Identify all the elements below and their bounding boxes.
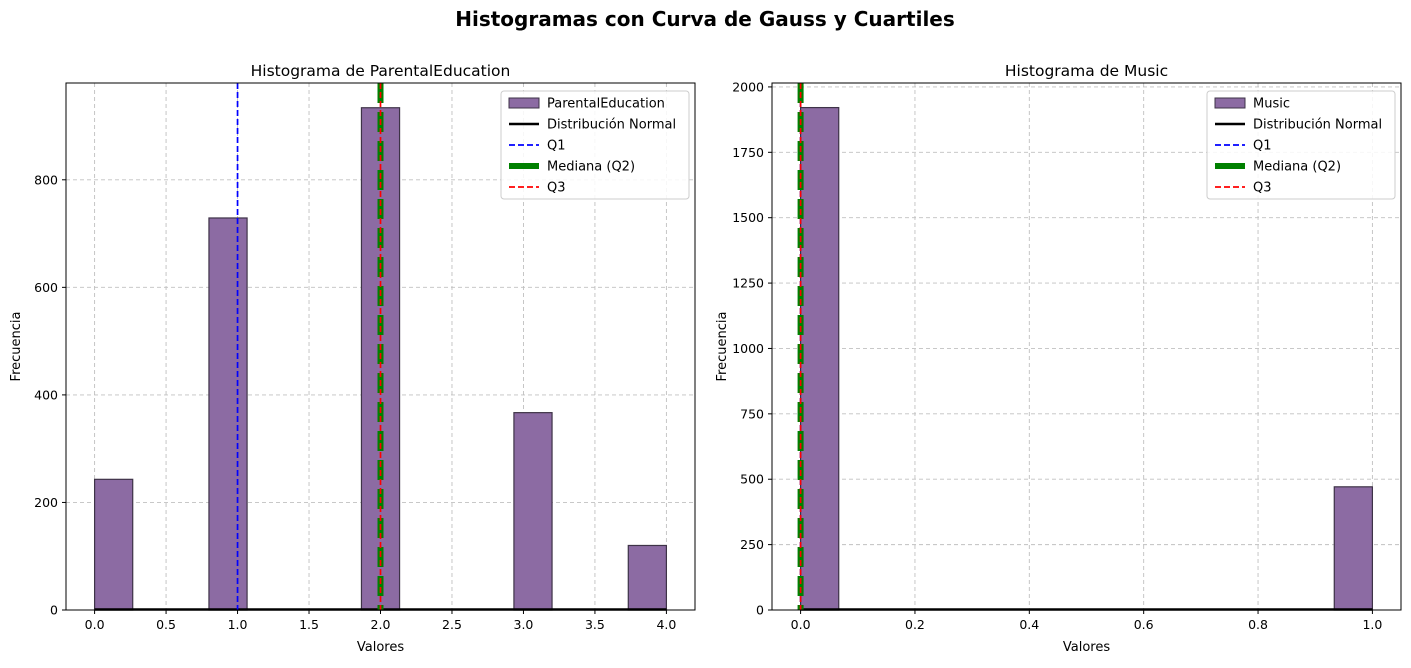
chart-0-title: Histograma de ParentalEducation [251, 62, 511, 80]
chart-1-y-tick-label: 0 [756, 603, 764, 618]
chart-1-y-tick-label: 500 [740, 472, 764, 487]
chart-1-histogram-bar [1333, 486, 1374, 611]
chart-1-x-tick-label: 0.8 [1248, 617, 1268, 632]
chart-0-x-tick-label: 0.0 [85, 617, 105, 632]
chart-1-x-tick-label: 0.4 [1019, 617, 1039, 632]
chart-1-y-tick-label: 250 [740, 537, 764, 552]
chart-0-y-tick-label: 200 [34, 495, 58, 510]
chart-0-legend-q1-label: Q1 [547, 139, 566, 154]
chart-1-legend-median-label: Mediana (Q2) [1253, 160, 1341, 175]
chart-0-legend-histogram-swatch [508, 97, 540, 109]
figure-title: Histogramas con Curva de Gauss y Cuartil… [455, 7, 955, 31]
chart-0-y-tick-label: 400 [34, 387, 58, 402]
chart-0-legend-q3-label: Q3 [547, 181, 566, 196]
chart-1-legend-normal-label: Distribución Normal [1253, 118, 1382, 133]
chart-0-x-tick-label: 3.5 [585, 617, 605, 632]
chart-1-x-tick-label: 0.0 [791, 617, 811, 632]
chart-0-legend-median-label: Mediana (Q2) [547, 160, 635, 175]
chart-0-histogram-bar [513, 412, 553, 611]
chart-parentaleducation: 0.0 0.5 1.0 1.5 2.0 2.5 3.0 3.5 4.0 0 200 400 600 800… [9, 62, 696, 655]
chart-1-histogram-bar [799, 106, 840, 611]
chart-0-x-tick-label: 3.0 [514, 617, 534, 632]
chart-1-y-tick-label: 750 [740, 406, 764, 421]
chart-1-x-tick-label: 0.2 [905, 617, 925, 632]
chart-0-histogram-bar [93, 478, 134, 611]
chart-0-histogram-bar [627, 544, 668, 611]
chart-1-legend-q3-label: Q3 [1253, 181, 1272, 196]
chart-0-x-axis-label: Valores [357, 640, 404, 655]
chart-1-y-tick-label: 1000 [732, 341, 764, 356]
chart-1-legend-box [1206, 90, 1396, 200]
chart-0-x-tick-label: 1.5 [299, 617, 319, 632]
chart-0-x-tick-label: 0.5 [156, 617, 176, 632]
chart-music: 0.0 0.2 0.4 0.6 0.8 1.0 0 250 500 750 1000 1250 1500… [715, 62, 1402, 655]
chart-1-title: Histograma de Music [1005, 62, 1168, 80]
chart-1-x-tick-label: 1.0 [1362, 617, 1382, 632]
chart-0-x-tick-label: 4.0 [656, 617, 676, 632]
chart-1-legend-histogram-swatch [1214, 97, 1246, 109]
chart-0-histogram-bar [208, 217, 248, 611]
chart-1-x-tick-label: 0.6 [1134, 617, 1154, 632]
chart-0-legend-box [500, 90, 690, 200]
chart-1-legend-q1-label: Q1 [1253, 139, 1272, 154]
chart-0-y-tick-label: 600 [34, 280, 58, 295]
chart-0-y-axis-label: Frecuencia [9, 312, 24, 382]
chart-0-y-tick-label: 800 [34, 172, 58, 187]
chart-0-x-tick-label: 2.0 [371, 617, 391, 632]
chart-1-y-axis-label: Frecuencia [715, 312, 730, 382]
chart-1-y-tick-label: 1500 [732, 210, 764, 225]
chart-0-legend-normal-label: Distribución Normal [547, 118, 676, 133]
chart-1-legend-histogram-label: Music [1253, 97, 1290, 112]
chart-1-y-tick-label: 2000 [732, 79, 764, 94]
chart-1-axes-frame [771, 82, 1402, 611]
chart-0-x-tick-label: 2.5 [442, 617, 462, 632]
chart-1-y-tick-label: 1250 [732, 276, 764, 291]
chart-1-legend: Music Distribución Normal Q1 Mediana (Q2) Q3 [1206, 90, 1396, 200]
chart-1-y-tick-label: 1750 [732, 145, 764, 160]
chart-0-y-tick-label: 0 [50, 603, 58, 618]
chart-0-legend: ParentalEducation Distribución Normal Q1 Me… [500, 90, 690, 200]
chart-0-legend-histogram-label: ParentalEducation [547, 97, 665, 112]
chart-0-x-tick-label: 1.0 [228, 617, 248, 632]
chart-1-x-axis-label: Valores [1063, 640, 1110, 655]
